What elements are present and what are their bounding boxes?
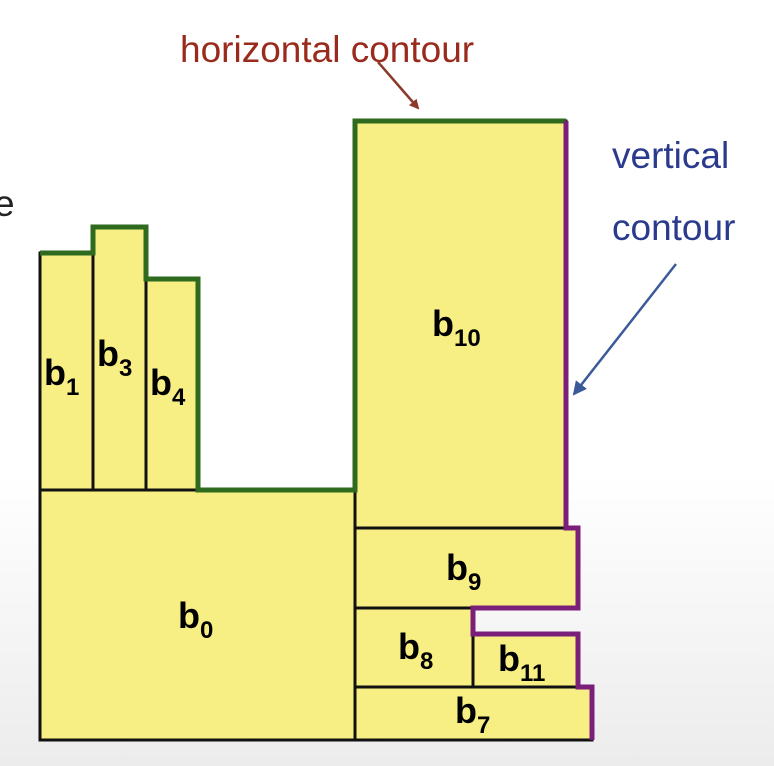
block-b1 [38, 251, 95, 492]
horizontal-contour-line [40, 118, 566, 493]
label-b11: b11 [498, 638, 545, 687]
vertical-contour-arrow [572, 263, 677, 396]
block-b7 [353, 685, 594, 742]
label-b8: b8 [398, 626, 433, 675]
label-b3: b3 [97, 333, 132, 382]
vertical-contour-label-line2: contour [612, 207, 735, 248]
block-b9 [353, 526, 580, 610]
label-b0: b0 [178, 595, 213, 644]
edge-text-fragment: e [0, 183, 15, 224]
label-b10: b10 [432, 303, 481, 352]
block-b10 [353, 119, 568, 530]
label-b4: b4 [150, 362, 186, 411]
horizontal-contour-arrow [377, 61, 420, 110]
label-b1: b1 [44, 352, 79, 401]
vertical-contour-label-line1: vertical [612, 135, 729, 176]
horizontal-contour-label: horizontal contour [180, 29, 474, 70]
block-b0 [38, 488, 357, 742]
vertical-contour-line [470, 121, 595, 740]
label-b7: b7 [455, 690, 490, 739]
block-labels: b0 b1 b3 b4 b10 b9 b8 b11 b7 [44, 303, 545, 739]
block-b11 [471, 632, 580, 689]
label-b9: b9 [446, 547, 481, 596]
